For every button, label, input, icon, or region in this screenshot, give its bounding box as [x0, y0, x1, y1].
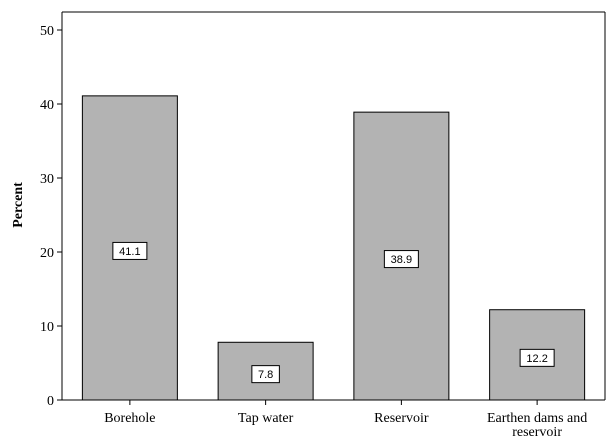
y-tick-label-10: 10	[40, 320, 54, 335]
data-label-box-3	[519, 348, 555, 367]
x-tick-label-0: Borehole	[104, 411, 155, 426]
data-label-2: 38.9	[391, 254, 412, 266]
y-tick-label-50: 50	[40, 24, 54, 39]
x-tick-label-3: Earthen dams and reservoir	[487, 411, 587, 440]
plot-area: 0 10 20 30 40 50 Borehole 41.1 Tap water 7.8 Reser…	[40, 11, 606, 440]
data-label-0: 41.1	[119, 246, 140, 258]
y-tick-label-20: 20	[40, 246, 54, 261]
data-label-box-0	[112, 241, 148, 260]
y-axis-label: Percent	[11, 182, 26, 228]
x-tick-label-2: Reservoir	[374, 411, 429, 426]
y-tick-label-40: 40	[40, 98, 54, 113]
x-tick-label-1: Tap water	[238, 411, 294, 426]
y-tick-label-30: 30	[40, 172, 54, 187]
y-tick-label-0: 0	[47, 394, 54, 409]
x-tick-label-line: Tap water	[238, 411, 294, 426]
data-label-1: 7.8	[258, 369, 273, 381]
x-tick-label-line: Borehole	[104, 411, 155, 426]
x-tick-label-line: Earthen dams and	[487, 411, 587, 426]
x-tick-label-line: Reservoir	[374, 411, 429, 426]
x-tick-label-line: reservoir	[512, 425, 562, 440]
data-label-box-1	[251, 365, 280, 384]
data-label-3: 12.2	[526, 353, 547, 365]
data-label-box-2	[383, 250, 419, 269]
